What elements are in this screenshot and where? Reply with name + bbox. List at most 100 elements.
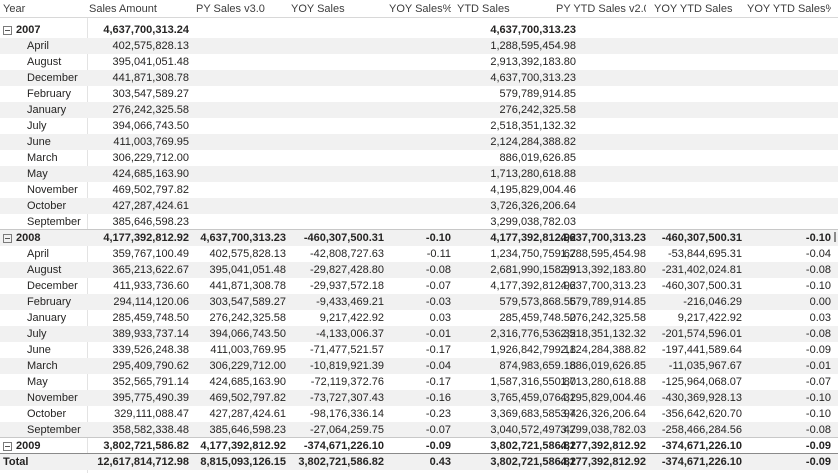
cell-py-ytd-sales [556,54,646,70]
cell-sales-amount: 365,213,622.67 [112,264,189,276]
cell-yoy-ytd-sales: -197,441,589.64 [661,344,742,356]
cell-py-sales: 306,229,712.00 [209,360,286,372]
total-row[interactable]: Total 12,617,814,712.98 8,815,093,126.15 3,… [0,454,838,470]
month-row[interactable]: February 303,547,589.27 579,789,914.85 [0,86,838,102]
cell-sales-amount: 352,565,791.14 [112,376,189,388]
cell-py-sales: 4,177,392,812.92 [200,440,286,452]
year-row-header[interactable]: 2008 [3,230,87,246]
cell-py-sales: 395,041,051.48 [209,264,286,276]
cell-sales-amount: 411,933,736.60 [113,280,189,292]
cell-ytd-sales: 2,681,990,158.99 [490,264,576,276]
column-header-year[interactable]: Year [3,3,26,15]
cell-py-sales [196,134,286,150]
year-group-row[interactable]: 2008 4,177,392,812.92 4,637,700,313.23 -460… [0,230,838,246]
month-row[interactable]: May 352,565,791.14 424,685,163.90 -72,119,3… [0,374,838,390]
cell-yoy-sales: -10,819,921.39 [309,360,384,372]
month-row[interactable]: September 358,582,338.48 385,646,598.23 -27… [0,422,838,438]
cell-py-ytd-sales [556,134,646,150]
month-row[interactable]: April 359,767,100.49 402,575,828.13 -42,808… [0,246,838,262]
cell-yoy-ytd-sales-pct [747,182,831,198]
cell-yoy-ytd-sales-pct [747,134,831,150]
month-row[interactable]: April 402,575,828.13 1,288,595,454.98 [0,38,838,54]
column-header-yoy-sales[interactable]: YOY Sales [291,3,345,15]
month-row[interactable]: August 365,213,622.67 395,041,051.48 -29,82… [0,262,838,278]
cell-yoy-sales-pct: -0.09 [425,440,451,452]
month-row[interactable]: August 395,041,051.48 2,913,392,183.80 [0,54,838,70]
cell-ytd-sales: 4,637,700,313.23 [490,72,576,84]
column-header-yoy-sales-pct[interactable]: YOY Sales% [389,3,451,15]
cell-yoy-ytd-sales [654,150,742,166]
month-row[interactable]: November 395,775,490.39 469,502,797.82 -73,… [0,390,838,406]
month-row[interactable]: February 294,114,120.06 303,547,589.27 -9,4… [0,294,838,310]
month-label: February [27,88,72,100]
year-row-header[interactable]: 2007 [3,22,87,38]
cell-yoy-ytd-sales: -258,466,284.56 [661,424,742,436]
cell-yoy-ytd-sales: -374,671,226.10 [661,440,742,452]
cell-yoy-ytd-sales-pct [747,70,831,86]
cell-yoy-ytd-sales-pct [747,54,831,70]
cell-yoy-ytd-sales: -356,642,620.70 [661,408,742,420]
month-row[interactable]: October 329,111,088.47 427,287,424.61 -98,1… [0,406,838,422]
cell-yoy-ytd-sales-pct [747,166,831,182]
year-group-row[interactable]: 2009 3,802,721,586.82 4,177,392,812.92 -374… [0,438,838,454]
cell-yoy-sales-pct [389,54,451,70]
month-row[interactable]: March 306,229,712.00 886,019,626.85 [0,150,838,166]
collapse-icon[interactable] [3,25,12,35]
cell-sales-amount: 4,177,392,812.92 [103,232,189,244]
month-row[interactable]: December 411,933,736.60 441,871,308.78 -29,… [0,278,838,294]
column-header-py-sales[interactable]: PY Sales v3.0 [196,3,265,15]
scrollbar-thumb[interactable] [834,232,836,242]
month-row[interactable]: January 285,459,748.50 276,242,325.58 9,217… [0,310,838,326]
month-row[interactable]: June 339,526,248.38 411,003,769.95 -71,477,… [0,342,838,358]
column-header-yoy-ytd-sales-pct[interactable]: YOY YTD Sales% [747,3,831,15]
cell-py-sales [196,86,286,102]
month-row[interactable]: September 385,646,598.23 3,299,038,782.03 [0,214,838,230]
month-row[interactable]: January 276,242,325.58 276,242,325.58 [0,102,838,118]
cell-py-sales [196,198,286,214]
column-header-ytd-sales[interactable]: YTD Sales [457,3,510,15]
collapse-icon[interactable] [3,441,12,451]
cell-yoy-sales-pct [389,118,451,134]
cell-yoy-sales: -27,064,259.75 [309,424,384,436]
cell-sales-amount: 285,459,748.50 [112,312,189,324]
month-row[interactable]: May 424,685,163.90 1,713,280,618.88 [0,166,838,182]
cell-yoy-sales-pct: -0.23 [425,408,451,420]
cell-py-ytd-sales: 1,713,280,618.88 [560,376,646,388]
cell-ytd-sales: 1,926,842,799.18 [490,344,576,356]
cell-yoy-ytd-sales [654,86,742,102]
year-row-header[interactable]: 2009 [3,438,87,454]
month-row[interactable]: July 394,066,743.50 2,518,351,132.32 [0,118,838,134]
cell-yoy-ytd-sales-pct: -0.07 [805,376,831,388]
month-label: January [27,104,67,116]
cell-yoy-ytd-sales: -201,574,596.01 [661,328,742,340]
cell-sales-amount: 427,287,424.61 [112,200,189,212]
cell-py-ytd-sales: 3,726,326,206.64 [560,408,646,420]
cell-yoy-sales-pct [389,70,451,86]
cell-yoy-ytd-sales: -231,402,024.81 [661,264,742,276]
month-row[interactable]: December 441,871,308.78 4,637,700,313.23 [0,70,838,86]
cell-yoy-ytd-sales: -216,046.29 [683,296,742,308]
month-row[interactable]: November 469,502,797.82 4,195,829,004.46 [0,182,838,198]
cell-yoy-ytd-sales [654,118,742,134]
column-header-sales-amount[interactable]: Sales Amount [89,3,157,15]
cell-yoy-ytd-sales-pct: -0.09 [805,456,831,468]
column-header-py-ytd-sales[interactable]: PY YTD Sales v2.0 [556,3,646,15]
cell-yoy-sales: -71,477,521.57 [309,344,384,356]
collapse-icon[interactable] [3,233,12,243]
cell-ytd-sales: 579,789,914.85 [499,88,576,100]
cell-ytd-sales: 3,726,326,206.64 [490,200,576,212]
column-header-yoy-ytd-sales[interactable]: YOY YTD Sales [654,3,733,15]
month-row[interactable]: October 427,287,424.61 3,726,326,206.64 [0,198,838,214]
month-label: June [27,344,51,356]
month-row[interactable]: June 411,003,769.95 2,124,284,388.82 [0,134,838,150]
cell-yoy-ytd-sales-pct: -0.04 [805,248,831,260]
year-group-row[interactable]: 2007 4,637,700,313.24 4,637,700,313.23 [0,22,838,38]
cell-yoy-ytd-sales-pct [747,86,831,102]
cell-yoy-sales-pct [389,166,451,182]
month-row[interactable]: March 295,409,790.62 306,229,712.00 -10,819… [0,358,838,374]
cell-sales-amount: 294,114,120.06 [113,296,189,308]
cell-py-sales: 427,287,424.61 [209,408,286,420]
cell-yoy-ytd-sales [654,182,742,198]
month-row[interactable]: July 389,933,737.14 394,066,743.50 -4,133,0… [0,326,838,342]
cell-py-sales: 303,547,589.27 [209,296,286,308]
